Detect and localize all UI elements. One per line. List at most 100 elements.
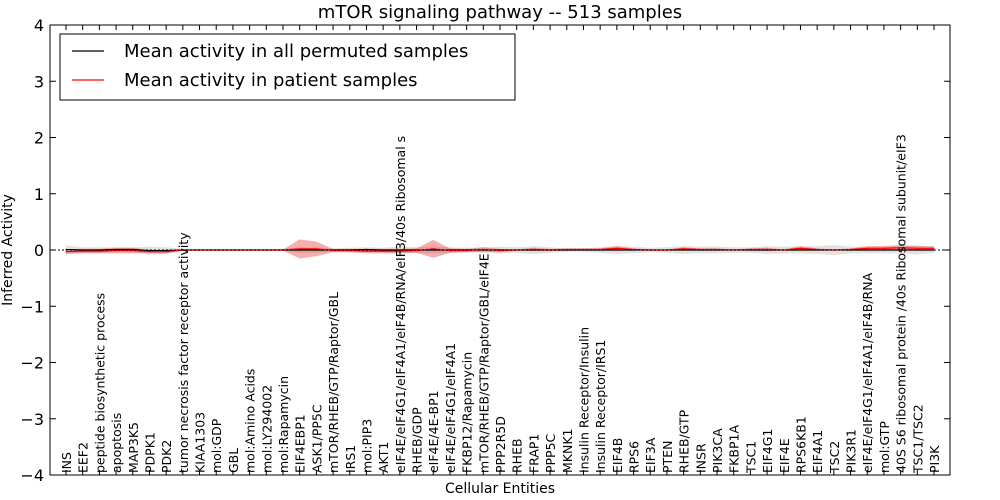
x-tick-label: IRS1: [343, 445, 358, 473]
x-axis-label: Cellular Entities: [445, 481, 555, 497]
x-tick-label: TSC2: [827, 441, 842, 474]
x-tick-label: AKT1: [376, 442, 391, 473]
x-tick-label: eIF4E/4E-BP1: [426, 390, 441, 473]
y-tick-label: −4: [20, 466, 44, 485]
x-tick-label: RPS6KB1: [793, 416, 808, 473]
x-tick-label: GBL: [226, 448, 241, 473]
data-point-patient: [332, 249, 334, 252]
data-point-patient: [632, 248, 635, 251]
x-tick-label: MKNK1: [560, 429, 575, 473]
y-axis-ticks: −4 −3 −2 −1 0 1 2 3 4: [20, 16, 950, 485]
y-tick-label: −2: [20, 354, 44, 373]
data-point-patient: [516, 249, 518, 251]
y-axis-label: Inferred Activity: [0, 194, 16, 306]
data-point-patient: [883, 247, 885, 249]
legend-box: [59, 33, 516, 101]
x-tick-label: FKBP1A: [727, 425, 742, 473]
data-point-patient: [816, 248, 818, 251]
data-point-permuted: [900, 249, 902, 251]
data-point-patient: [616, 247, 618, 249]
x-tick-label: EIF4B: [610, 438, 625, 473]
x-tick-label: RHEB: [510, 438, 525, 473]
x-tick-label: TSC1: [743, 441, 758, 474]
chart-title: mTOR signaling pathway -- 513 samples: [318, 2, 682, 23]
legend-label-permuted: Mean activity in all permuted samples: [124, 41, 468, 62]
x-tick-label: mol:PIP3: [359, 419, 374, 473]
data-point-patient: [98, 250, 100, 252]
data-point-patient: [933, 247, 935, 249]
x-tick-label: EIF4A1: [810, 430, 825, 473]
x-axis-ticks: INS EEF2 peptide biosynthetic process apopt…: [59, 25, 942, 475]
y-tick-label: 3: [34, 72, 44, 91]
data-point-permuted: [432, 249, 434, 251]
data-point-patient: [399, 250, 401, 252]
data-point-patient: [432, 248, 434, 250]
x-tick-label: peptide biosynthetic process: [92, 293, 107, 473]
data-point-permuted: [315, 249, 317, 251]
x-tick-label: PIK3R1: [844, 429, 859, 473]
x-tick-label: INS: [59, 452, 74, 473]
data-point-patient: [232, 249, 234, 251]
data-point-patient: [866, 247, 868, 249]
x-tick-label: PPP5C: [543, 433, 558, 473]
x-tick-label: EIF4E: [777, 438, 792, 473]
x-tick-label: 40S S6 ribosomal protein /40s Ribosomal …: [894, 134, 909, 473]
x-tick-label: PIK3CA: [710, 428, 725, 473]
x-tick-label: apoptosis: [109, 413, 124, 473]
x-tick-label: eIF4E/eIF4G1/eIF4A1/eIF4B/RNA/eIF3/40s R…: [393, 136, 408, 473]
data-point-patient: [249, 249, 251, 251]
data-point-patient: [315, 248, 317, 250]
data-point-permuted: [799, 249, 802, 251]
x-tick-label: mol:Rapamycin: [276, 376, 291, 473]
x-tick-label: INSR: [693, 443, 708, 473]
data-point-patient: [165, 251, 167, 253]
data-point-patient: [900, 247, 902, 249]
x-tick-label: PI3K: [927, 445, 942, 473]
x-tick-label: EEF2: [76, 442, 91, 473]
x-tick-label: mol:GDP: [209, 418, 224, 473]
y-tick-label: 2: [34, 129, 44, 148]
x-tick-label: EIF3A: [643, 437, 658, 473]
x-tick-label: RHEB/GTP: [677, 409, 692, 473]
x-tick-label: RPS6: [627, 441, 642, 473]
data-point-patient: [799, 247, 802, 249]
data-point-patient: [132, 249, 134, 252]
data-point-patient: [365, 250, 368, 252]
y-tick-label: 4: [34, 16, 44, 35]
data-point-patient: [532, 248, 534, 251]
y-tick-label: 0: [34, 241, 44, 260]
x-tick-label: PDK2: [159, 440, 174, 473]
x-tick-label: Insulin Receptor/Insulin: [576, 327, 591, 473]
x-tick-label: PTEN: [660, 441, 675, 473]
x-tick-label: mol:Amino Acids: [243, 369, 258, 473]
x-tick-label: FRAP1: [526, 434, 541, 473]
x-tick-label: FKBP12/Rapamycin: [460, 352, 475, 473]
data-point-permuted: [148, 249, 151, 252]
x-tick-label: Insulin Receptor/IRS1: [593, 340, 608, 473]
x-tick-label: mTOR/RHEB/GTP/Raptor/GBL: [326, 292, 341, 473]
data-point-patient: [382, 250, 384, 252]
data-point-permuted: [132, 248, 134, 251]
x-tick-label: KIAA1303: [193, 412, 208, 473]
data-point-permuted: [616, 249, 618, 251]
band-patient: [66, 239, 934, 259]
legend-label-patient: Mean activity in patient samples: [124, 70, 418, 91]
y-tick-label: 1: [34, 185, 44, 204]
data-point-patient: [916, 247, 918, 249]
x-tick-label: mol:GTP: [877, 421, 892, 473]
data-point-patient: [299, 248, 301, 250]
data-point-patient: [82, 250, 84, 252]
x-tick-label: tumor necrosis factor receptor activity: [176, 232, 191, 473]
data-point-patient: [716, 248, 718, 251]
data-point-patient: [415, 249, 418, 252]
x-tick-label: PPP2R5D: [493, 416, 508, 473]
x-tick-label: EIF4G1: [760, 429, 775, 473]
data-point-patient: [699, 248, 701, 251]
x-tick-label: ASK1/PP5C: [309, 404, 324, 473]
x-tick-label: EIF4EBP1: [293, 414, 308, 473]
x-tick-label: TSC1/TSC2: [910, 404, 925, 474]
y-tick-label: −3: [20, 410, 44, 429]
data-point-patient: [733, 249, 735, 251]
data-point-patient: [148, 251, 151, 253]
